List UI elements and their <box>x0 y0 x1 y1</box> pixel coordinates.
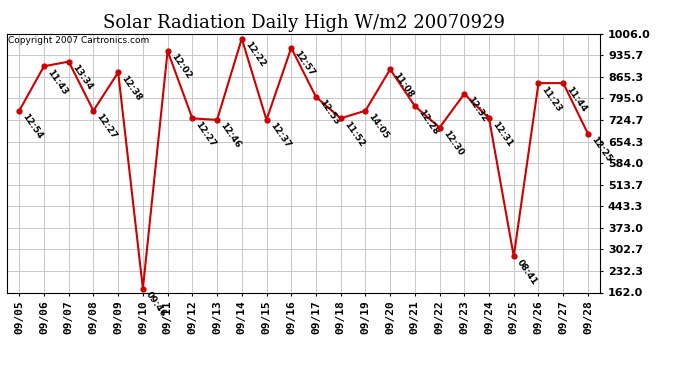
Point <box>459 91 470 97</box>
Text: 12:37: 12:37 <box>268 121 292 150</box>
Text: 14:05: 14:05 <box>367 112 391 141</box>
Point <box>236 36 247 42</box>
Text: 12:25: 12:25 <box>589 135 613 164</box>
Point <box>39 63 50 69</box>
Point <box>582 131 593 137</box>
Text: 09:46: 09:46 <box>144 290 168 319</box>
Text: 11:23: 11:23 <box>540 84 564 113</box>
Point <box>310 94 322 100</box>
Point <box>286 45 297 51</box>
Title: Solar Radiation Daily High W/m2 20070929: Solar Radiation Daily High W/m2 20070929 <box>103 14 504 32</box>
Text: 08:41: 08:41 <box>515 258 539 286</box>
Point <box>434 124 445 130</box>
Point <box>137 285 148 291</box>
Text: 12:27: 12:27 <box>194 120 217 148</box>
Text: 11:43: 11:43 <box>46 68 69 96</box>
Text: 12:22: 12:22 <box>243 40 267 69</box>
Point <box>558 80 569 86</box>
Text: 13:34: 13:34 <box>70 63 94 92</box>
Point <box>162 48 173 54</box>
Text: 12:57: 12:57 <box>293 49 317 78</box>
Point <box>409 103 420 109</box>
Text: 11:44: 11:44 <box>564 84 589 113</box>
Point <box>335 116 346 122</box>
Text: Copyright 2007 Cartronics.com: Copyright 2007 Cartronics.com <box>8 36 149 45</box>
Text: 12:27: 12:27 <box>95 112 119 141</box>
Text: 12:30: 12:30 <box>441 129 464 158</box>
Point <box>212 117 223 123</box>
Text: 12:31: 12:31 <box>491 120 514 148</box>
Point <box>63 58 75 64</box>
Text: 12:53: 12:53 <box>317 98 341 127</box>
Text: 12:38: 12:38 <box>119 74 144 102</box>
Point <box>14 108 25 114</box>
Point <box>533 80 544 86</box>
Point <box>484 116 495 122</box>
Text: 12:28: 12:28 <box>416 108 440 136</box>
Text: 12:54: 12:54 <box>21 112 45 141</box>
Point <box>384 66 395 72</box>
Text: 12:32: 12:32 <box>466 95 489 124</box>
Text: 11:08: 11:08 <box>391 71 415 99</box>
Point <box>509 254 520 260</box>
Text: 11:52: 11:52 <box>342 120 366 148</box>
Point <box>112 69 124 75</box>
Point <box>360 108 371 114</box>
Point <box>88 108 99 114</box>
Text: 12:46: 12:46 <box>219 121 242 150</box>
Text: 12:02: 12:02 <box>169 52 193 81</box>
Point <box>261 117 272 123</box>
Point <box>187 116 198 122</box>
